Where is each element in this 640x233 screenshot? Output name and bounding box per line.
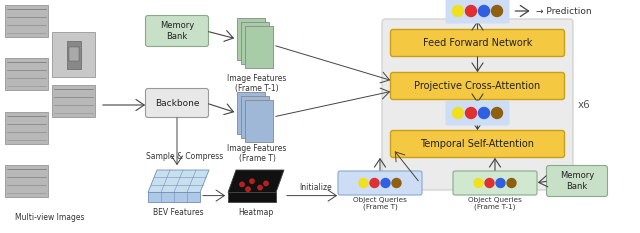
FancyBboxPatch shape [390, 30, 564, 56]
Circle shape [507, 178, 516, 188]
Polygon shape [241, 22, 269, 64]
FancyBboxPatch shape [145, 89, 209, 117]
Circle shape [381, 178, 390, 188]
Circle shape [370, 178, 379, 188]
Text: Memory
Bank: Memory Bank [160, 21, 194, 41]
Circle shape [250, 179, 254, 183]
Text: Heatmap: Heatmap [238, 208, 274, 217]
Bar [5, 58, 48, 90]
Bar [5, 5, 48, 37]
FancyBboxPatch shape [390, 72, 564, 99]
FancyBboxPatch shape [145, 16, 209, 47]
Text: Backbone: Backbone [155, 99, 199, 107]
Text: Initialize: Initialize [300, 183, 332, 192]
Bar [5, 165, 48, 197]
Circle shape [264, 181, 268, 186]
FancyBboxPatch shape [445, 100, 509, 126]
Circle shape [492, 6, 502, 17]
Text: Memory
Bank: Memory Bank [560, 171, 594, 191]
Text: Projective Cross-Attention: Projective Cross-Attention [414, 81, 541, 91]
Circle shape [465, 107, 477, 119]
Circle shape [479, 6, 490, 17]
Circle shape [479, 107, 490, 119]
Bar [5, 112, 48, 144]
Polygon shape [148, 170, 209, 192]
Text: Temporal Self-Attention: Temporal Self-Attention [420, 139, 534, 149]
Text: Multi-view Images: Multi-view Images [15, 213, 84, 222]
Text: Feed Forward Network: Feed Forward Network [423, 38, 532, 48]
Bar [52, 32, 95, 77]
Circle shape [465, 6, 477, 17]
Circle shape [258, 185, 262, 190]
Polygon shape [237, 18, 265, 60]
FancyBboxPatch shape [445, 0, 509, 24]
Text: Sample & Compress: Sample & Compress [147, 152, 223, 161]
Polygon shape [245, 100, 273, 142]
Text: x6: x6 [578, 99, 591, 110]
FancyBboxPatch shape [547, 165, 607, 196]
FancyBboxPatch shape [453, 171, 537, 195]
Text: → Prediction: → Prediction [536, 7, 591, 16]
Polygon shape [68, 47, 79, 61]
FancyBboxPatch shape [390, 130, 564, 158]
Circle shape [485, 178, 494, 188]
Circle shape [492, 107, 502, 119]
Polygon shape [245, 26, 273, 68]
Polygon shape [148, 192, 200, 202]
Circle shape [474, 178, 483, 188]
Polygon shape [228, 170, 284, 192]
Text: Object Queries
(Frame T-1): Object Queries (Frame T-1) [468, 197, 522, 210]
Circle shape [452, 107, 463, 119]
FancyBboxPatch shape [382, 19, 573, 190]
Circle shape [240, 182, 244, 187]
Circle shape [246, 187, 250, 191]
Circle shape [392, 178, 401, 188]
Circle shape [496, 178, 505, 188]
Polygon shape [237, 92, 265, 134]
Text: Image Features
(Frame T): Image Features (Frame T) [227, 144, 287, 163]
Polygon shape [241, 96, 269, 138]
FancyBboxPatch shape [338, 171, 422, 195]
Polygon shape [67, 41, 81, 69]
Circle shape [359, 178, 368, 188]
Text: BEV Features: BEV Features [153, 208, 204, 217]
Circle shape [452, 6, 463, 17]
Text: Image Features
(Frame T-1): Image Features (Frame T-1) [227, 74, 287, 93]
Polygon shape [228, 192, 276, 202]
Text: Object Queries
(Frame T): Object Queries (Frame T) [353, 197, 407, 210]
Bar [52, 85, 95, 117]
